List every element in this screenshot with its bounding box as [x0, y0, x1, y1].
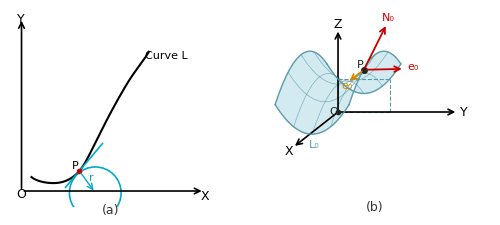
- Polygon shape: [275, 52, 401, 134]
- Text: (a): (a): [102, 203, 120, 216]
- Text: P: P: [72, 160, 78, 170]
- Text: e₀: e₀: [342, 81, 353, 91]
- Text: Y: Y: [16, 13, 24, 26]
- Text: O: O: [330, 106, 338, 116]
- Text: O: O: [16, 187, 26, 200]
- Text: Y: Y: [460, 106, 468, 119]
- Text: N₀: N₀: [382, 13, 394, 23]
- Text: Curve L: Curve L: [145, 51, 188, 61]
- Text: P: P: [356, 60, 364, 70]
- Text: e₀: e₀: [408, 62, 418, 72]
- Text: X: X: [284, 144, 293, 158]
- Text: L₀: L₀: [310, 139, 320, 149]
- Text: X: X: [200, 189, 209, 202]
- Text: r: r: [90, 172, 94, 182]
- Text: Z: Z: [334, 18, 342, 31]
- Text: (b): (b): [366, 200, 384, 213]
